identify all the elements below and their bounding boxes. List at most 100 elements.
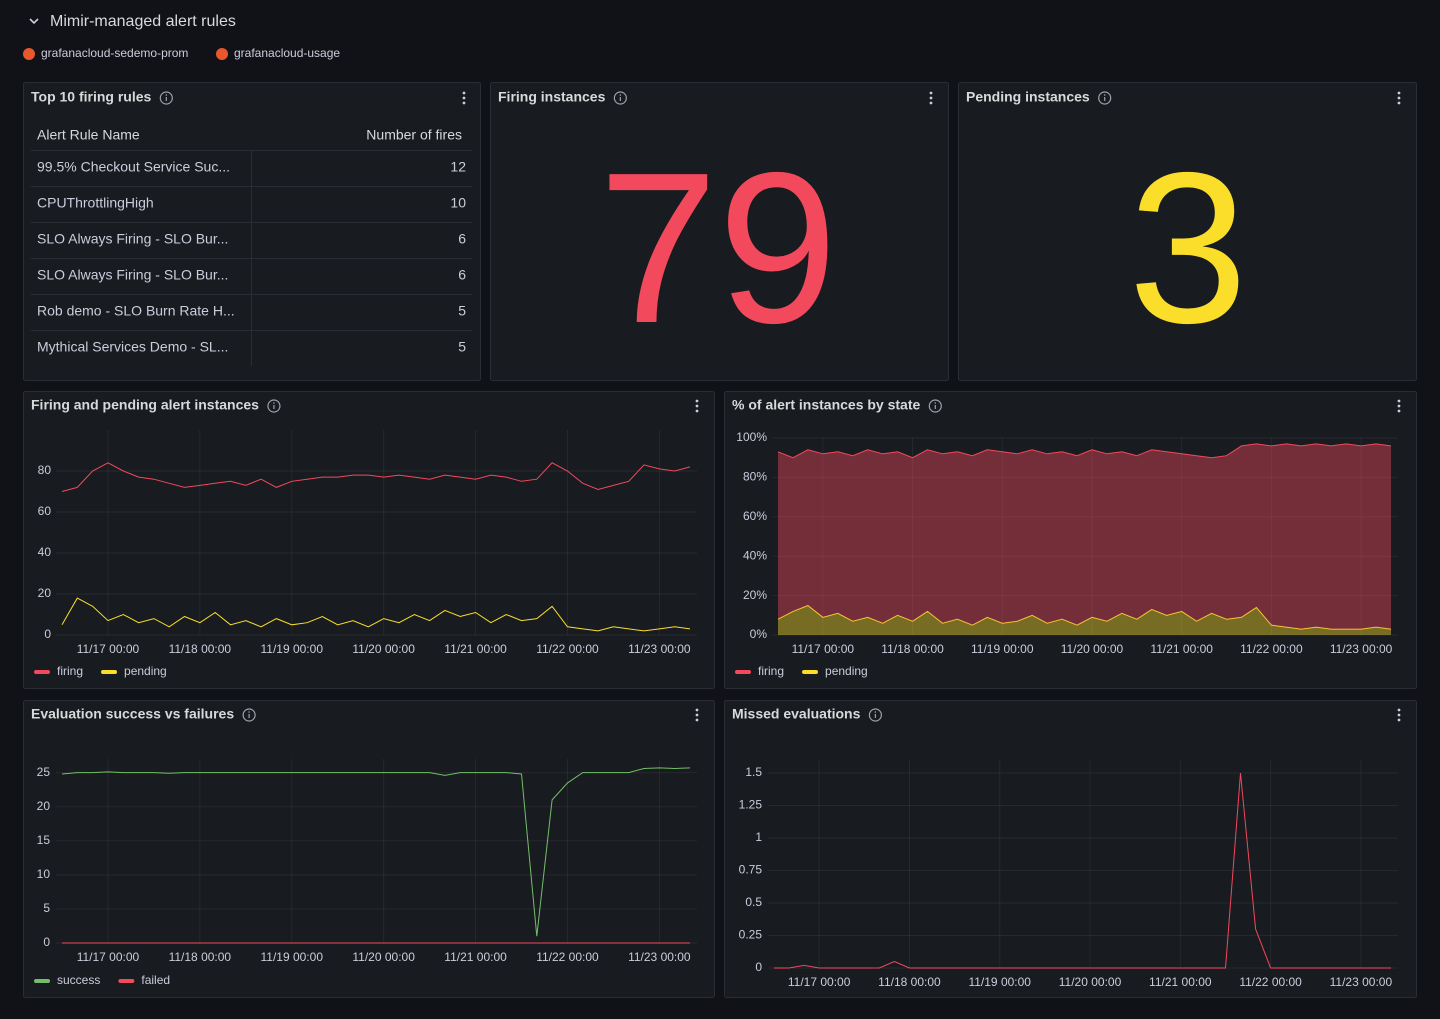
menu-dot[interactable] <box>1397 91 1401 95</box>
menu-dot[interactable] <box>462 101 466 105</box>
menu-dot[interactable] <box>462 91 466 95</box>
menu-dot[interactable] <box>1397 708 1401 712</box>
x-tick-label: 11/18 00:00 <box>169 642 232 656</box>
x-tick-label: 11/21 00:00 <box>444 950 507 964</box>
info-icon[interactable] <box>159 91 173 105</box>
x-tick-label: 11/23 00:00 <box>1330 975 1393 989</box>
x-tick-label: 11/18 00:00 <box>878 975 941 989</box>
menu-dot[interactable] <box>695 713 699 717</box>
x-tick-label: 11/21 00:00 <box>1149 975 1212 989</box>
y-tick-label: 0% <box>750 627 768 641</box>
series-line <box>777 443 1392 459</box>
x-tick-label: 11/17 00:00 <box>77 642 140 656</box>
fire-count: 10 <box>450 195 466 211</box>
y-tick-label: 1 <box>755 830 762 844</box>
rule-name: SLO Always Firing - SLO Bur... <box>37 267 228 283</box>
y-tick-label: 0.5 <box>745 895 762 909</box>
y-tick-label: 40% <box>743 548 767 562</box>
menu-dot[interactable] <box>1397 96 1401 100</box>
y-tick-label: 20 <box>37 799 51 813</box>
legend-label[interactable]: failed <box>141 973 170 987</box>
info-icon[interactable] <box>267 399 281 413</box>
menu-dot[interactable] <box>1397 399 1401 403</box>
stacked-area <box>778 605 1391 635</box>
column-header[interactable]: Alert Rule Name <box>37 127 140 143</box>
y-tick-label: 0.75 <box>739 863 763 877</box>
datasource-icon <box>23 48 35 60</box>
row-title[interactable]: Mimir-managed alert rules <box>50 13 236 30</box>
stacked-area <box>778 443 1391 630</box>
x-tick-label: 11/17 00:00 <box>792 642 855 656</box>
info-icon-dot <box>248 711 250 713</box>
y-tick-label: 100% <box>736 430 767 444</box>
panel-title: % of alert instances by state <box>732 397 921 413</box>
menu-dot[interactable] <box>1397 409 1401 413</box>
chart-panel <box>23 700 715 998</box>
y-tick-label: 0.25 <box>739 928 763 942</box>
y-tick-label: 0 <box>755 960 762 974</box>
y-tick-label: 20 <box>38 586 52 600</box>
menu-dot[interactable] <box>695 718 699 722</box>
series-line <box>61 462 691 492</box>
y-tick-label: 20% <box>743 588 767 602</box>
x-tick-label: 11/20 00:00 <box>352 950 415 964</box>
y-tick-label: 80% <box>743 470 767 484</box>
x-tick-label: 11/21 00:00 <box>1150 642 1213 656</box>
menu-dot[interactable] <box>695 708 699 712</box>
x-tick-label: 11/20 00:00 <box>1059 975 1122 989</box>
menu-dot[interactable] <box>695 404 699 408</box>
menu-dot[interactable] <box>1397 101 1401 105</box>
x-tick-label: 11/17 00:00 <box>77 950 140 964</box>
legend-label[interactable]: pending <box>825 664 868 678</box>
series-line <box>61 597 691 632</box>
rule-name: Rob demo - SLO Burn Rate H... <box>37 303 235 319</box>
menu-dot[interactable] <box>695 409 699 413</box>
menu-dot[interactable] <box>1397 718 1401 722</box>
x-tick-label: 11/19 00:00 <box>260 642 323 656</box>
menu-dot[interactable] <box>695 399 699 403</box>
info-icon[interactable] <box>868 708 882 722</box>
menu-dot[interactable] <box>929 101 933 105</box>
x-tick-label: 11/22 00:00 <box>1239 975 1302 989</box>
y-tick-label: 15 <box>37 833 51 847</box>
stat-value: 3 <box>1128 127 1248 368</box>
series-line <box>774 772 1391 969</box>
legend-label[interactable]: pending <box>124 664 167 678</box>
fire-count: 6 <box>458 267 466 283</box>
fire-count: 12 <box>450 159 466 175</box>
x-tick-label: 11/23 00:00 <box>1330 642 1393 656</box>
x-tick-label: 11/19 00:00 <box>260 950 323 964</box>
x-tick-label: 11/18 00:00 <box>881 642 944 656</box>
menu-dot[interactable] <box>929 91 933 95</box>
panel-title: Firing instances <box>498 89 606 105</box>
info-icon[interactable] <box>1098 91 1112 105</box>
x-tick-label: 11/17 00:00 <box>788 975 851 989</box>
stat-panel <box>490 82 949 381</box>
x-tick-label: 11/19 00:00 <box>971 642 1034 656</box>
rule-name: SLO Always Firing - SLO Bur... <box>37 231 228 247</box>
column-header[interactable]: Number of fires <box>366 127 462 143</box>
legend-label[interactable]: firing <box>758 664 784 678</box>
panel-title: Top 10 firing rules <box>31 89 152 105</box>
legend-label[interactable]: firing <box>57 664 83 678</box>
y-tick-label: 80 <box>38 463 52 477</box>
legend-label[interactable]: success <box>57 973 100 987</box>
info-icon[interactable] <box>613 91 627 105</box>
x-tick-label: 11/18 00:00 <box>169 950 232 964</box>
info-icon[interactable] <box>242 708 256 722</box>
info-icon-dot <box>1103 94 1106 96</box>
collapse-chevron[interactable] <box>29 18 39 25</box>
menu-dot[interactable] <box>1397 404 1401 408</box>
menu-dot[interactable] <box>929 96 933 100</box>
menu-dot[interactable] <box>462 96 466 100</box>
y-tick-label: 60 <box>38 504 52 518</box>
x-tick-label: 11/23 00:00 <box>628 950 691 964</box>
y-tick-label: 0 <box>44 627 51 641</box>
x-tick-label: 11/19 00:00 <box>968 975 1031 989</box>
y-tick-label: 0 <box>43 935 50 949</box>
info-icon-dot <box>165 94 168 96</box>
info-icon[interactable] <box>928 399 942 413</box>
menu-dot[interactable] <box>1397 713 1401 717</box>
stat-panel <box>958 82 1417 381</box>
